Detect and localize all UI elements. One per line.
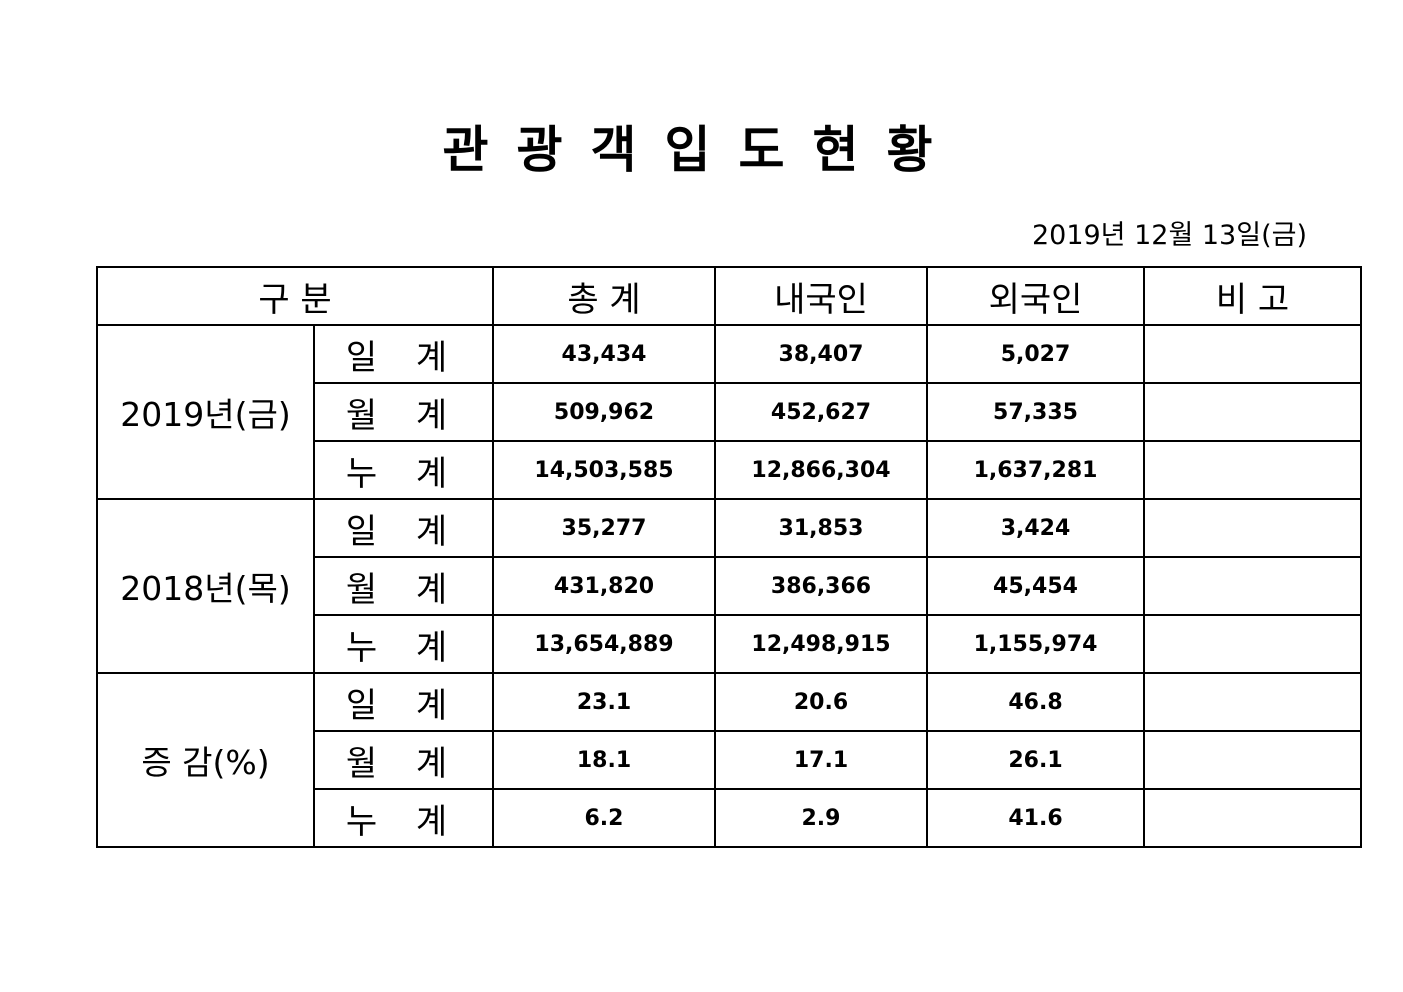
domestic-cell: 12,498,915: [714, 614, 928, 674]
total-cell: 6.2: [492, 788, 716, 848]
row-label: 누 계: [313, 788, 494, 848]
foreign-cell: 45,454: [926, 556, 1145, 616]
domestic-cell: 2.9: [714, 788, 928, 848]
table-row: 누 계 6.2 2.9 41.6: [97, 788, 1362, 848]
domestic-cell: 20.6: [714, 672, 928, 732]
header-domestic: 내국인: [714, 266, 928, 326]
table-row: 월 계 431,820 386,366 45,454: [97, 556, 1362, 616]
remarks-cell: [1143, 556, 1362, 616]
row-label: 누 계: [313, 614, 494, 674]
row-label: 월 계: [313, 556, 494, 616]
remarks-cell: [1143, 788, 1362, 848]
table-row: 증 감(%) 일 계 23.1 20.6 46.8: [96, 672, 1362, 848]
total-cell: 35,277: [492, 498, 716, 558]
foreign-cell: 41.6: [926, 788, 1145, 848]
table-row: 2019년(금) 일 계 43,434 38,407 5,027: [96, 324, 1362, 500]
table-row: 월 계 18.1 17.1 26.1: [97, 730, 1362, 790]
domestic-cell: 386,366: [714, 556, 928, 616]
foreign-cell: 3,424: [926, 498, 1145, 558]
foreign-cell: 1,155,974: [926, 614, 1145, 674]
foreign-cell: 5,027: [926, 324, 1145, 384]
total-cell: 13,654,889: [492, 614, 716, 674]
remarks-cell: [1143, 498, 1362, 558]
table-row: 누 계 13,654,889 12,498,915 1,155,974: [97, 614, 1362, 674]
domestic-cell: 452,627: [714, 382, 928, 442]
remarks-cell: [1143, 672, 1362, 732]
foreign-cell: 46.8: [926, 672, 1145, 732]
row-label: 월 계: [313, 382, 494, 442]
foreign-cell: 26.1: [926, 730, 1145, 790]
domestic-cell: 12,866,304: [714, 440, 928, 500]
row-label: 일 계: [313, 324, 494, 384]
remarks-cell: [1143, 440, 1362, 500]
header-remarks: 비 고: [1143, 266, 1362, 326]
table-row: 2018년(목) 일 계 35,277 31,853 3,424: [96, 498, 1362, 674]
remarks-cell: [1143, 382, 1362, 442]
header-category: 구 분: [96, 266, 494, 326]
remarks-cell: [1143, 324, 1362, 384]
header-total: 총 계: [492, 266, 716, 326]
header-foreign: 외국인: [926, 266, 1145, 326]
total-cell: 14,503,585: [492, 440, 716, 500]
foreign-cell: 1,637,281: [926, 440, 1145, 500]
domestic-cell: 31,853: [714, 498, 928, 558]
group-label: 증 감(%): [96, 672, 315, 848]
table-row: 누 계 14,503,585 12,866,304 1,637,281: [97, 440, 1362, 500]
page-title: 관광객입도현황: [442, 121, 961, 179]
total-cell: 23.1: [492, 672, 716, 732]
row-label: 일 계: [313, 498, 494, 558]
header-row: 구 분 총 계 내국인 외국인 비 고: [96, 266, 1362, 326]
row-label: 일 계: [313, 672, 494, 732]
row-label: 누 계: [313, 440, 494, 500]
foreign-cell: 57,335: [926, 382, 1145, 442]
row-label: 월 계: [313, 730, 494, 790]
domestic-cell: 38,407: [714, 324, 928, 384]
total-cell: 509,962: [492, 382, 716, 442]
total-cell: 431,820: [492, 556, 716, 616]
tourist-arrivals-table: 구 분 총 계 내국인 외국인 비 고 2019년(금) 일 계 43,434 38,…: [96, 266, 1362, 848]
report-date: 2019년 12월 13일(금): [1031, 220, 1307, 251]
total-cell: 43,434: [492, 324, 716, 384]
group-label: 2018년(목): [96, 498, 315, 674]
domestic-cell: 17.1: [714, 730, 928, 790]
group-label: 2019년(금): [96, 324, 315, 500]
table-row: 월 계 509,962 452,627 57,335: [97, 382, 1362, 442]
remarks-cell: [1143, 730, 1362, 790]
remarks-cell: [1143, 614, 1362, 674]
total-cell: 18.1: [492, 730, 716, 790]
